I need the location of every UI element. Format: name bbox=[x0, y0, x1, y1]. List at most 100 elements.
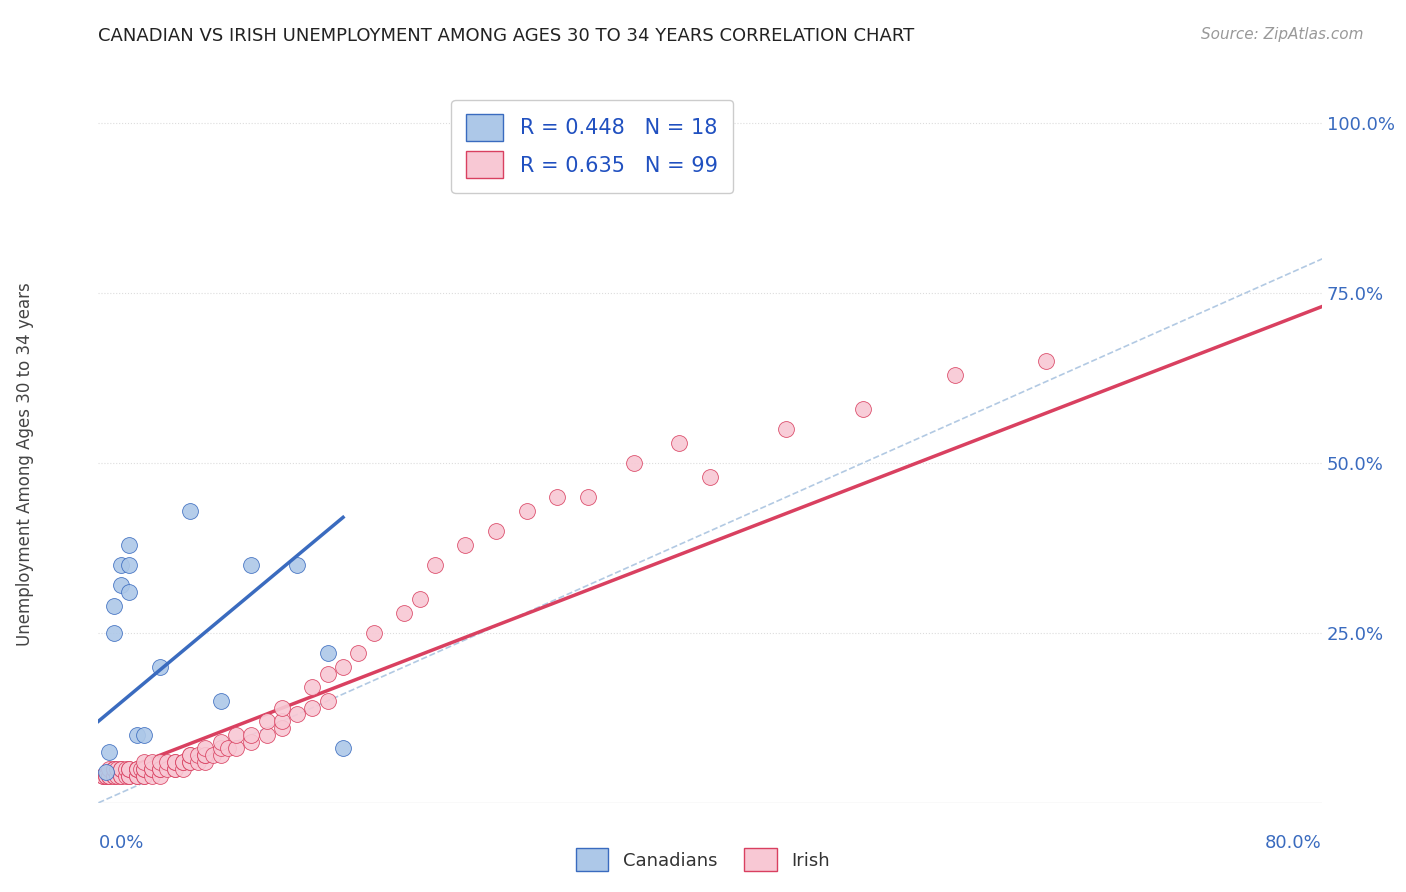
Point bbox=[301, 700, 323, 714]
Point bbox=[141, 762, 163, 776]
Point bbox=[98, 769, 121, 783]
Point bbox=[316, 646, 339, 660]
Point bbox=[699, 469, 721, 483]
Point bbox=[423, 558, 446, 572]
Point bbox=[134, 762, 156, 776]
Point bbox=[202, 748, 225, 763]
Point bbox=[179, 503, 201, 517]
Point bbox=[118, 558, 141, 572]
Point bbox=[775, 422, 797, 436]
Point bbox=[125, 769, 148, 783]
Point bbox=[172, 755, 194, 769]
Point bbox=[179, 748, 201, 763]
Point bbox=[240, 734, 263, 748]
Point bbox=[163, 762, 186, 776]
Point bbox=[103, 626, 125, 640]
Point bbox=[408, 591, 430, 606]
Point bbox=[103, 762, 125, 776]
Point bbox=[125, 762, 148, 776]
Point bbox=[110, 762, 132, 776]
Point bbox=[576, 490, 599, 504]
Point bbox=[209, 694, 232, 708]
Point bbox=[179, 755, 201, 769]
Point bbox=[194, 748, 217, 763]
Point bbox=[516, 503, 538, 517]
Point bbox=[118, 769, 141, 783]
Point bbox=[156, 762, 179, 776]
Point bbox=[668, 435, 690, 450]
Point bbox=[149, 762, 172, 776]
Point bbox=[118, 585, 141, 599]
Point bbox=[115, 769, 138, 783]
Point bbox=[172, 755, 194, 769]
Point bbox=[129, 762, 152, 776]
Point bbox=[172, 762, 194, 776]
Point bbox=[103, 769, 125, 783]
Point bbox=[94, 769, 117, 783]
Text: Unemployment Among Ages 30 to 34 years: Unemployment Among Ages 30 to 34 years bbox=[17, 282, 34, 646]
Point bbox=[285, 558, 308, 572]
Point bbox=[209, 734, 232, 748]
Point bbox=[141, 769, 163, 783]
Point bbox=[163, 755, 186, 769]
Point bbox=[316, 694, 339, 708]
Point bbox=[363, 626, 385, 640]
Text: 0.0%: 0.0% bbox=[98, 834, 143, 852]
Point bbox=[110, 769, 132, 783]
Point bbox=[225, 741, 247, 756]
Point bbox=[91, 769, 114, 783]
Point bbox=[103, 762, 125, 776]
Point bbox=[105, 769, 128, 783]
Point bbox=[209, 748, 232, 763]
Point bbox=[240, 558, 263, 572]
Point bbox=[156, 755, 179, 769]
Point bbox=[270, 721, 292, 735]
Point bbox=[332, 741, 354, 756]
Point bbox=[217, 741, 239, 756]
Point bbox=[134, 769, 156, 783]
Point bbox=[209, 741, 232, 756]
Point bbox=[91, 769, 114, 783]
Point bbox=[118, 762, 141, 776]
Point bbox=[240, 728, 263, 742]
Point bbox=[179, 755, 201, 769]
Point bbox=[141, 755, 163, 769]
Point bbox=[125, 769, 148, 783]
Legend: Canadians, Irish: Canadians, Irish bbox=[569, 841, 837, 879]
Point bbox=[546, 490, 568, 504]
Point bbox=[141, 762, 163, 776]
Point bbox=[110, 769, 132, 783]
Point bbox=[163, 762, 186, 776]
Point bbox=[194, 748, 217, 763]
Point bbox=[194, 741, 217, 756]
Point bbox=[149, 755, 172, 769]
Point bbox=[134, 728, 156, 742]
Point bbox=[179, 748, 201, 763]
Point bbox=[187, 755, 209, 769]
Point bbox=[118, 762, 141, 776]
Point bbox=[623, 456, 645, 470]
Legend: R = 0.448   N = 18, R = 0.635   N = 99: R = 0.448 N = 18, R = 0.635 N = 99 bbox=[451, 100, 733, 193]
Point bbox=[134, 755, 156, 769]
Point bbox=[163, 755, 186, 769]
Point bbox=[852, 401, 875, 416]
Point bbox=[392, 606, 416, 620]
Point bbox=[94, 765, 117, 780]
Point bbox=[301, 680, 323, 694]
Text: CANADIAN VS IRISH UNEMPLOYMENT AMONG AGES 30 TO 34 YEARS CORRELATION CHART: CANADIAN VS IRISH UNEMPLOYMENT AMONG AGE… bbox=[98, 27, 915, 45]
Point bbox=[110, 578, 132, 592]
Point bbox=[134, 762, 156, 776]
Point bbox=[105, 762, 128, 776]
Text: Source: ZipAtlas.com: Source: ZipAtlas.com bbox=[1201, 27, 1364, 42]
Point bbox=[125, 762, 148, 776]
Point bbox=[98, 762, 121, 776]
Point bbox=[149, 762, 172, 776]
Point bbox=[256, 714, 278, 729]
Point bbox=[118, 537, 141, 551]
Point bbox=[347, 646, 370, 660]
Point bbox=[454, 537, 477, 551]
Point bbox=[1035, 354, 1057, 368]
Point bbox=[194, 755, 217, 769]
Point bbox=[125, 762, 148, 776]
Point bbox=[485, 524, 508, 538]
